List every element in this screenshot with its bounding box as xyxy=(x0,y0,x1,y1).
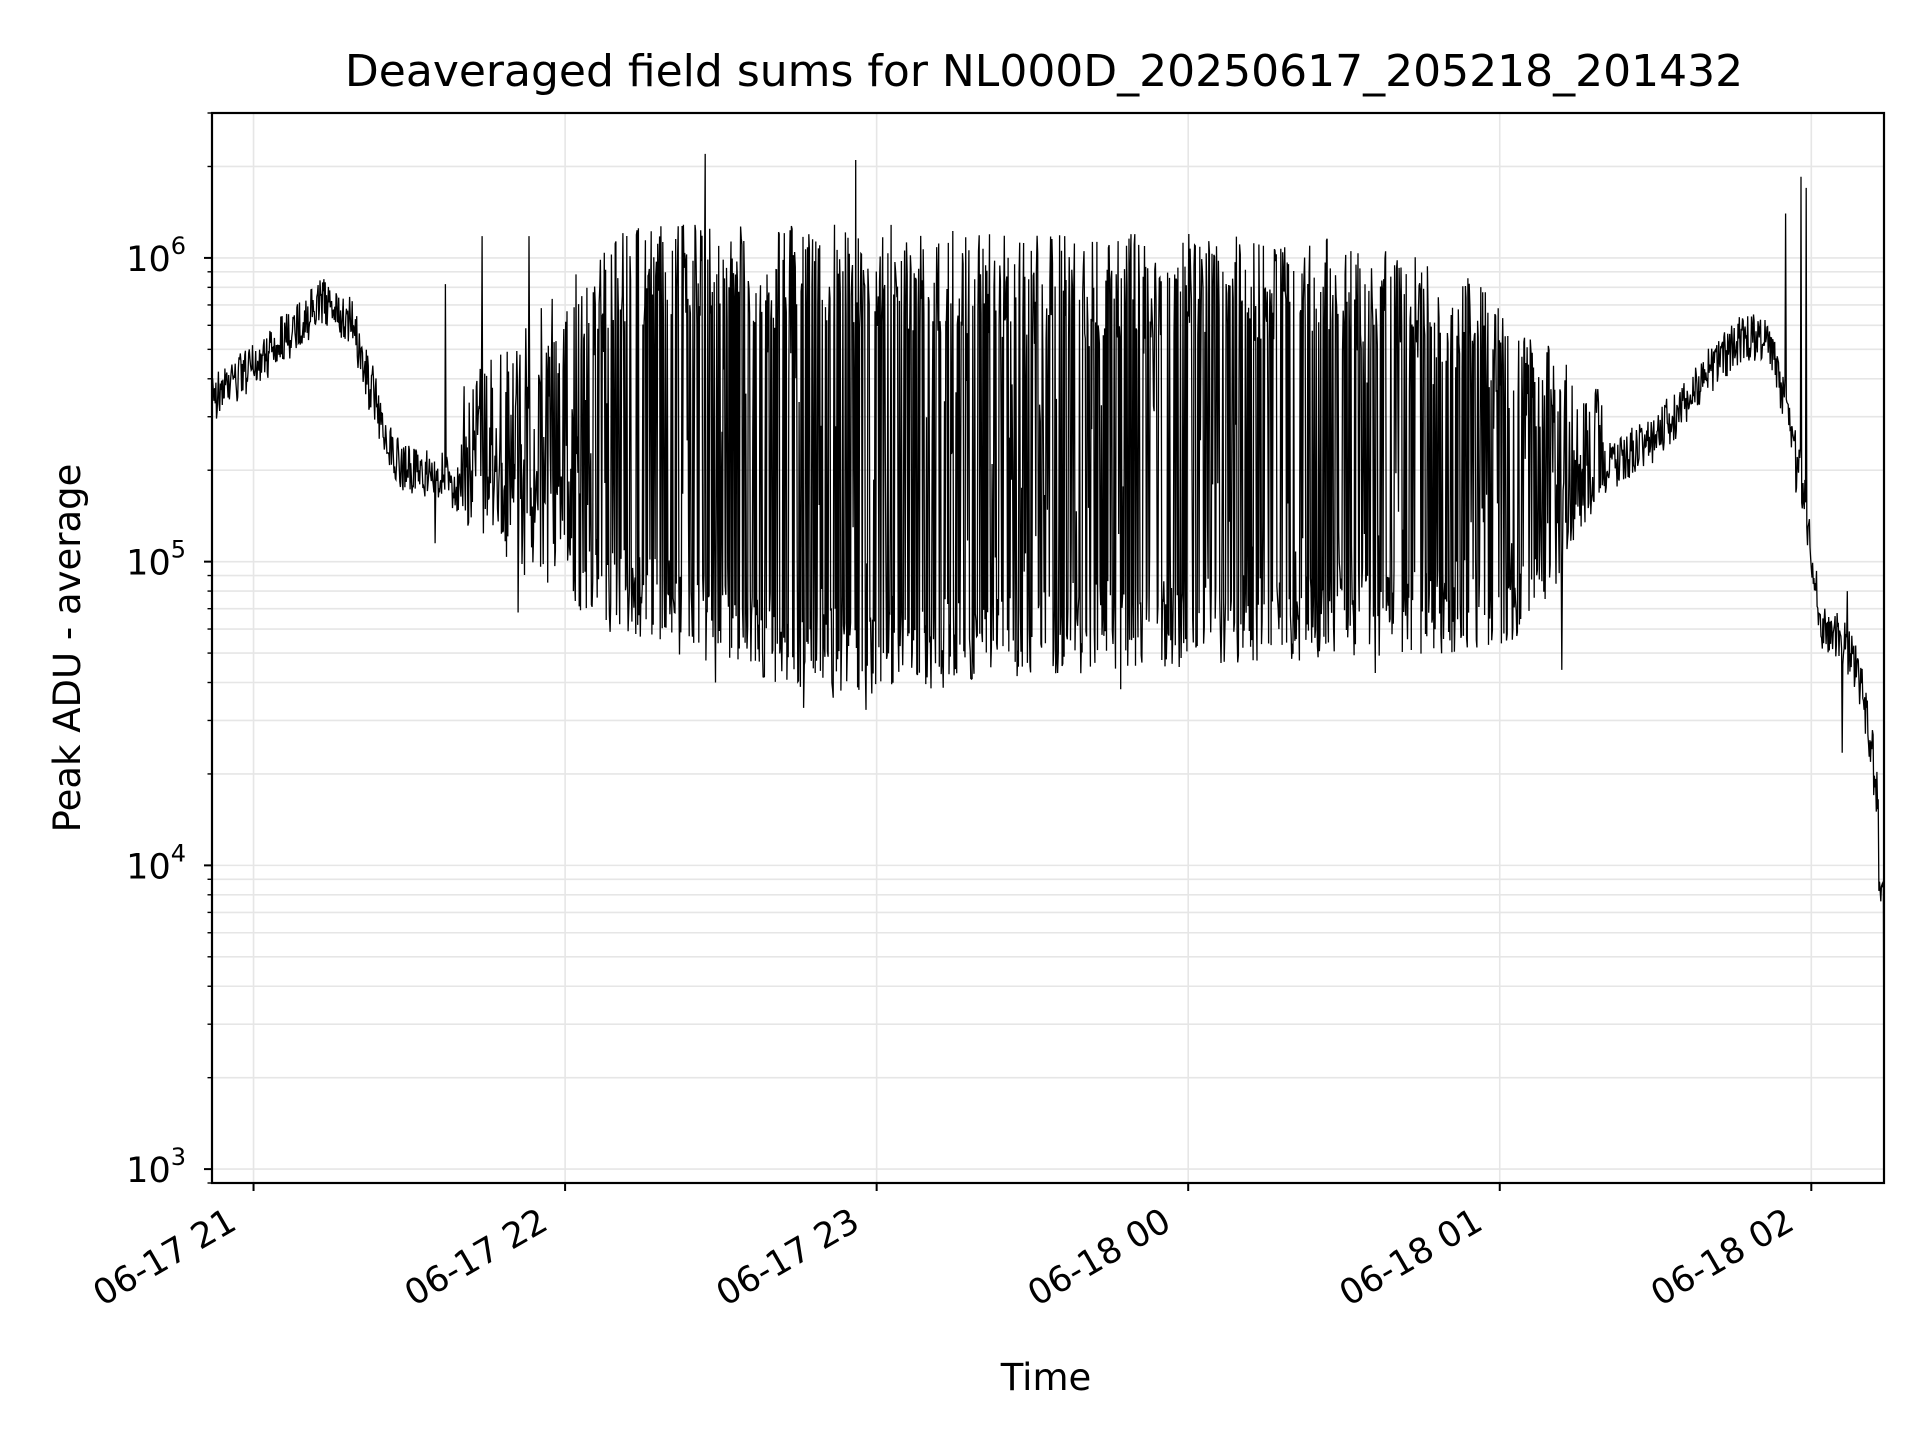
y-tick-exponent: 6 xyxy=(171,232,186,260)
y-tick-base: 10 xyxy=(126,544,171,584)
data-line-trace xyxy=(211,153,1885,1135)
y-tick-label: 106 xyxy=(126,232,186,280)
y-tick-base: 10 xyxy=(126,1151,171,1191)
y-tick-exponent: 4 xyxy=(171,839,186,867)
x-axis-label: Time xyxy=(1000,1356,1092,1399)
y-tick-exponent: 3 xyxy=(171,1143,186,1171)
y-tick-base: 10 xyxy=(126,240,171,280)
y-tick-label: 105 xyxy=(126,536,186,584)
y-tick-label: 104 xyxy=(126,839,186,887)
chart-title: Deaveraged field sums for NL000D_2025061… xyxy=(345,46,1743,97)
plot-area xyxy=(212,113,1884,1183)
y-tick-label: 103 xyxy=(126,1143,186,1191)
y-tick-exponent: 5 xyxy=(171,536,186,564)
plot-frame xyxy=(210,111,1886,1185)
y-tick-base: 10 xyxy=(126,847,171,887)
data-series xyxy=(211,153,1885,1135)
y-axis-label: Peak ADU - average xyxy=(46,464,89,833)
